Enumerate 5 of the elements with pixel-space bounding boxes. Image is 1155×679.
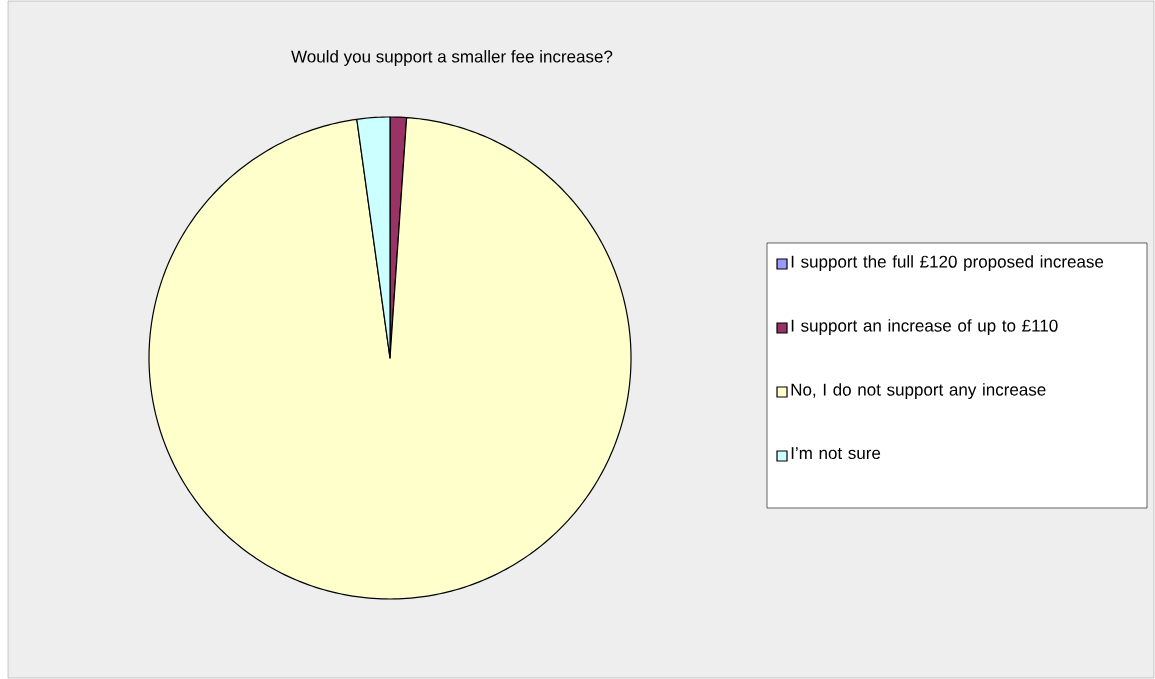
legend-label: I support an increase of up to £110 [791, 319, 1058, 336]
chart-title: Would you support a smaller fee increase? [291, 50, 613, 66]
legend-label: I support the full £120 proposed increase [791, 255, 1104, 272]
legend-label: No, I do not support any increase [791, 383, 1046, 400]
legend-label: I’m not sure [791, 447, 881, 460]
